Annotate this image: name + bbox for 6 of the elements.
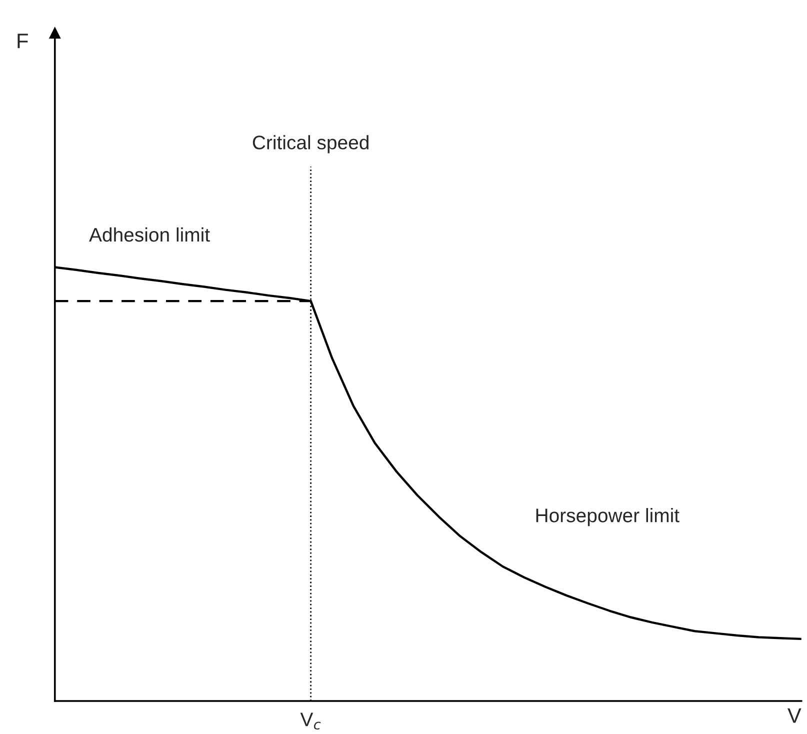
x-axis-title: V: [788, 708, 802, 723]
text: V$_{c}$: [300, 712, 321, 730]
text: Critical speed: [252, 135, 368, 154]
text: Horsepower limit: [536, 508, 680, 526]
series-label: Adhesion limit: [89, 227, 210, 242]
text: F: [18, 34, 28, 48]
